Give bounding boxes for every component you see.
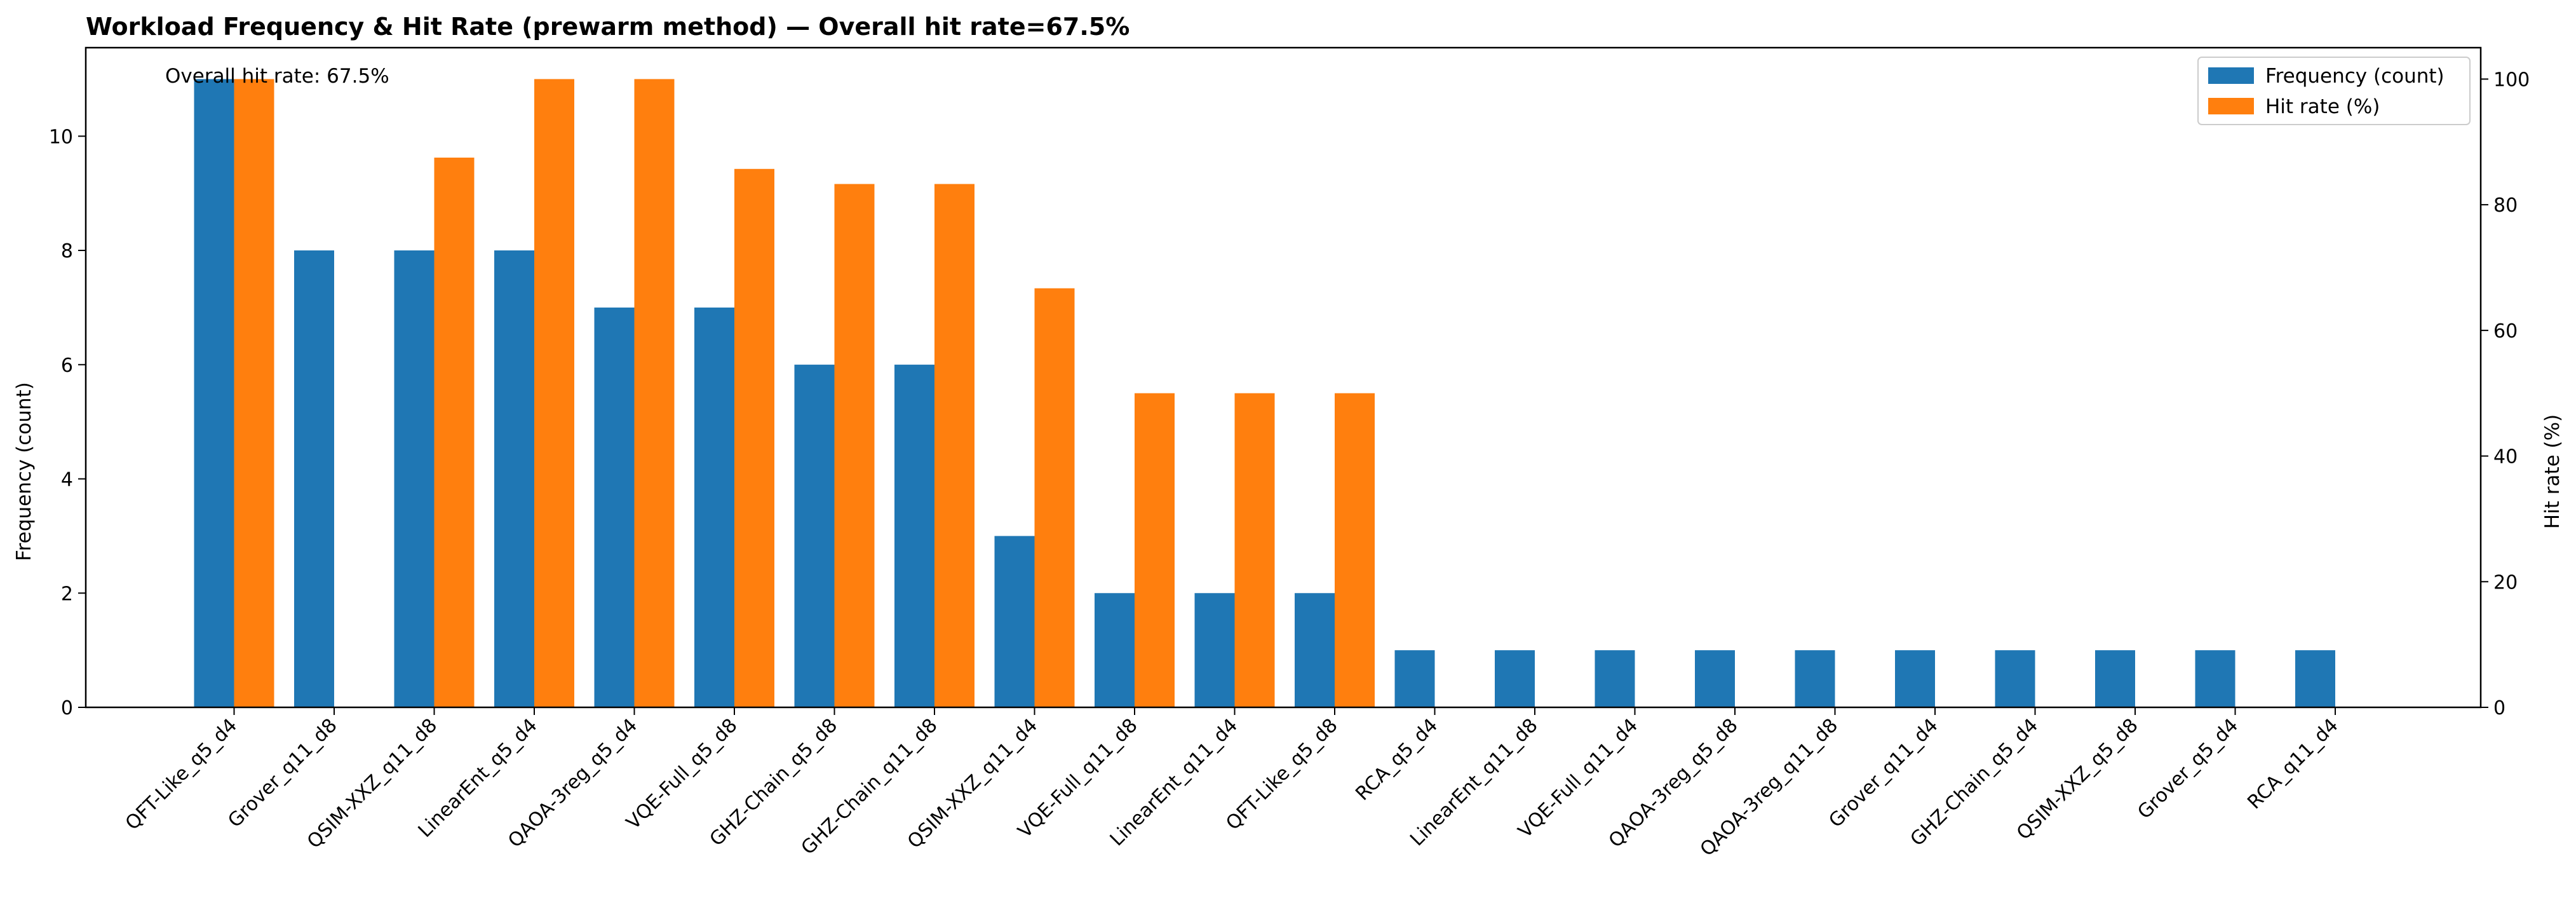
legend-entry: Hit rate (%) — [2265, 95, 2380, 118]
y2-tick-label: 100 — [2493, 69, 2530, 91]
x-tick-label: RCA_q11_d4 — [2243, 714, 2342, 813]
hit-rate-bar — [234, 79, 274, 707]
legend-box — [2197, 57, 2471, 125]
frequency-bar — [594, 307, 635, 708]
frequency-bar — [194, 79, 234, 707]
y2-tick-label: 60 — [2493, 320, 2518, 343]
hit-rate-bar — [1135, 393, 1175, 707]
hit-rate-bar — [934, 184, 974, 707]
frequency-bar — [294, 250, 334, 708]
hit-rate-bar — [734, 168, 774, 707]
frequency-bar — [694, 307, 734, 708]
frequency-bar — [1895, 650, 1935, 707]
frequency-bar — [1295, 593, 1335, 707]
y-tick-label: 2 — [61, 583, 73, 605]
hit-rate-bar — [634, 79, 675, 707]
legend-entry: Frequency (count) — [2265, 65, 2445, 88]
y2-tick-label: 40 — [2493, 446, 2518, 468]
hit-rate-bar — [1034, 288, 1075, 707]
frequency-bar — [2095, 650, 2135, 707]
frequency-bar — [2295, 650, 2335, 707]
chart-title: Workload Frequency & Hit Rate (prewarm m… — [86, 13, 1130, 41]
y-tick-label: 0 — [61, 697, 73, 719]
frequency-bar — [394, 250, 435, 708]
frequency-bar — [794, 364, 835, 707]
y-tick-label: 8 — [61, 240, 73, 262]
y-tick-label: 4 — [61, 469, 73, 491]
x-tick-label: Grover_q11_d4 — [1824, 714, 1942, 832]
frequency-bar — [2195, 650, 2235, 707]
legend: Frequency (count) Hit rate (%) — [2197, 57, 2471, 125]
y2-tick-label: 80 — [2493, 194, 2518, 217]
plot-area — [194, 79, 2335, 708]
frequency-bar — [1194, 593, 1235, 707]
y-tick-label: 10 — [49, 126, 73, 148]
frequency-bar — [1595, 650, 1635, 707]
legend-swatch — [2208, 98, 2254, 114]
legend-swatch — [2208, 67, 2254, 84]
frequency-bar — [1795, 650, 1835, 707]
hit-rate-bar — [534, 79, 574, 707]
x-tick-label: RCA_q5_d4 — [1351, 714, 1442, 805]
frequency-bar — [494, 250, 534, 708]
frequency-bar — [894, 364, 934, 707]
hit-rate-bar — [834, 184, 875, 707]
plot-frame — [84, 46, 2482, 709]
y-tick-label: 6 — [61, 355, 73, 377]
frequency-bar — [1695, 650, 1735, 707]
frequency-bar — [1095, 593, 1135, 707]
x-tick-label: Grover_q5_d4 — [2133, 714, 2242, 824]
x-tick-label: Grover_q11_d8 — [224, 714, 341, 832]
frequency-bar — [994, 536, 1035, 707]
overall-hit-rate-annotation: Overall hit rate: 67.5% — [165, 65, 389, 88]
y-axis-label: Frequency (count) — [13, 382, 36, 561]
y2-axis-label: Hit rate (%) — [2541, 414, 2564, 529]
hit-rate-bar — [1335, 393, 1375, 707]
frequency-bar — [1394, 650, 1435, 707]
y2-tick-label: 20 — [2493, 571, 2518, 594]
hit-rate-bar — [1234, 393, 1275, 707]
frequency-bar — [1995, 650, 2035, 707]
frequency-bar — [1495, 650, 1535, 707]
y2-tick-label: 0 — [2493, 697, 2505, 719]
hit-rate-bar — [434, 158, 475, 707]
x-tick-label: QFT-Like_q5_d8 — [1222, 714, 1342, 834]
